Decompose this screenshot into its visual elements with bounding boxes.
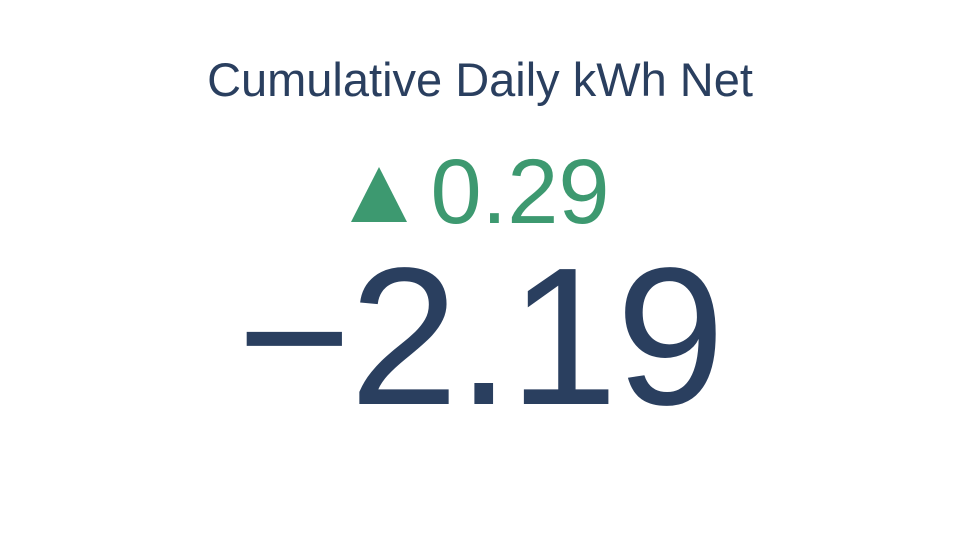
delta-value: 0.29	[430, 141, 610, 243]
triangle-up-icon	[350, 165, 408, 223]
chart-title: Cumulative Daily kWh Net	[207, 53, 753, 106]
main-value: −2.19	[237, 227, 725, 446]
delta-readout: 0.29	[0, 140, 960, 244]
